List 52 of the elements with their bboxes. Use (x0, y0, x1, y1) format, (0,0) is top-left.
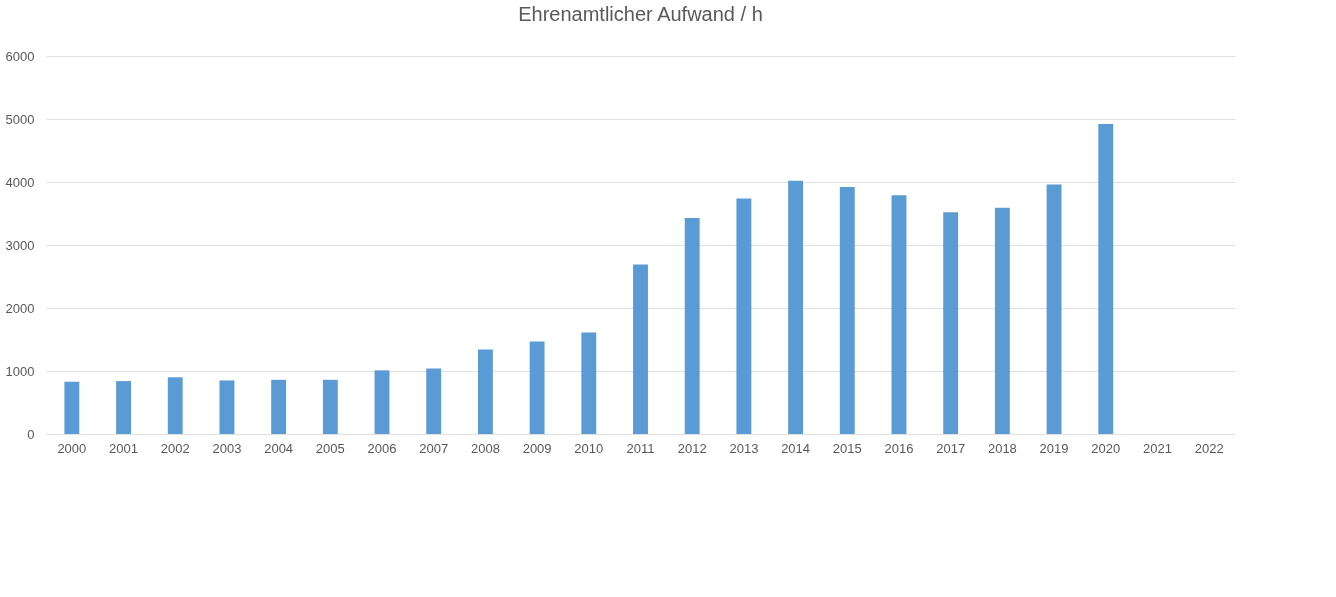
x-tick-label: 2002 (160, 440, 190, 456)
x-tick-label: 2006 (367, 440, 397, 456)
bar (64, 381, 80, 434)
bar (374, 370, 390, 434)
x-tick-label: 2004 (264, 440, 294, 456)
y-tick-label: 5000 (5, 111, 35, 127)
bar (167, 377, 183, 434)
x-tick-label: 2017 (936, 440, 966, 456)
bar (994, 207, 1010, 434)
x-tick-label: 2013 (729, 440, 759, 456)
bar (736, 198, 752, 434)
bar (891, 195, 907, 434)
bar (271, 379, 287, 434)
x-tick-label: 2014 (781, 440, 811, 456)
bar (788, 180, 804, 434)
y-tick-label: 3000 (5, 237, 35, 253)
bar (633, 264, 648, 434)
bar (581, 332, 597, 434)
x-tick-label: 2003 (212, 440, 242, 456)
bar (322, 379, 338, 434)
x-tick-label: 2005 (315, 440, 345, 456)
y-tick-label: 1000 (5, 363, 35, 379)
x-tick-label: 2007 (419, 440, 449, 456)
x-tick-label: 2015 (832, 440, 862, 456)
x-tick-label: 2019 (1039, 440, 1069, 456)
x-tick-label: 2008 (470, 440, 500, 456)
bar (1046, 184, 1062, 434)
y-tick-label: 6000 (5, 48, 35, 64)
x-tick-label: 2012 (677, 440, 707, 456)
y-tick-label: 0 (27, 426, 35, 442)
bar (529, 341, 545, 434)
y-tick-label: 2000 (5, 300, 35, 316)
bar (839, 187, 855, 434)
x-tick-label: 2020 (1091, 440, 1121, 456)
bar (219, 380, 235, 434)
y-tick-label: 4000 (5, 174, 35, 190)
x-tick-label: 2016 (884, 440, 914, 456)
x-tick-label: 2001 (109, 440, 138, 456)
bar (477, 349, 493, 434)
x-tick-label: 2010 (574, 440, 604, 456)
chart-title: Ehrenamtlicher Aufwand / h (518, 3, 763, 25)
x-tick-label: 2018 (987, 440, 1017, 456)
bar (943, 212, 959, 434)
bar (684, 217, 700, 434)
x-tick-label: 2009 (522, 440, 552, 456)
x-tick-label: 2021 (1143, 440, 1172, 456)
bar (426, 368, 442, 434)
x-tick-label: 2022 (1194, 440, 1224, 456)
bar (116, 381, 131, 434)
x-tick-label: 2000 (57, 440, 87, 456)
bar (1098, 124, 1114, 434)
x-tick-label: 2011 (626, 440, 655, 456)
